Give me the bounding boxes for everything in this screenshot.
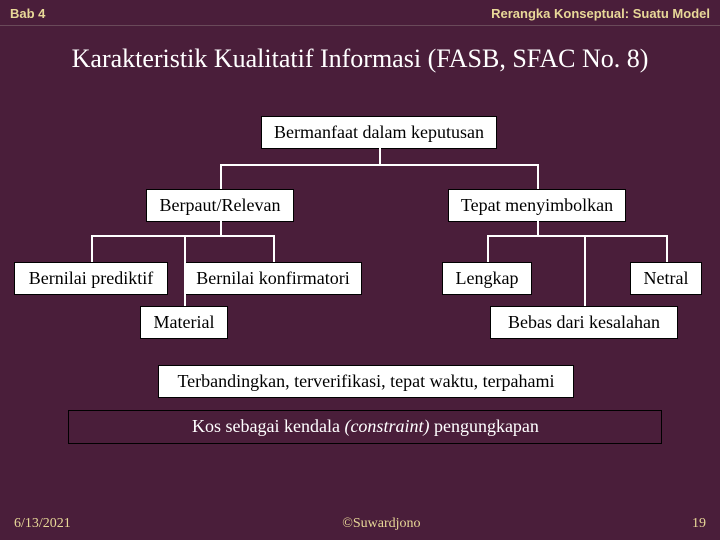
node-root: Bermanfaat dalam keputusan xyxy=(261,116,497,149)
connector-10 xyxy=(487,235,666,237)
node-material: Material xyxy=(140,306,228,339)
node-netral: Netral xyxy=(630,262,702,295)
connector-7 xyxy=(273,235,275,262)
node-terbanding: Terbandingkan, terverifikasi, tepat wakt… xyxy=(158,365,574,398)
constraint-pre: Kos sebagai kendala xyxy=(192,416,344,436)
constraint-italic: (constraint) xyxy=(344,416,429,436)
connector-1 xyxy=(220,164,537,166)
slide-header: Bab 4 Rerangka Konseptual: Suatu Model xyxy=(0,0,720,26)
connector-2 xyxy=(220,164,222,189)
node-prediktif: Bernilai prediktif xyxy=(14,262,168,295)
node-konfirm: Bernilai konfirmatori xyxy=(184,262,362,295)
footer-credit: ©Suwardjono xyxy=(71,516,692,532)
chapter-label: Bab 4 xyxy=(10,6,45,21)
connector-6 xyxy=(91,235,93,262)
node-tepat: Tepat menyimbolkan xyxy=(448,189,626,222)
constraint-post: pengungkapan xyxy=(429,416,538,436)
constraint-text: Kos sebagai kendala (constraint) pengung… xyxy=(192,416,539,437)
connector-5 xyxy=(91,235,273,237)
connector-12 xyxy=(666,235,668,262)
footer-date: 6/13/2021 xyxy=(14,516,71,532)
connector-11 xyxy=(487,235,489,262)
node-lengkap: Lengkap xyxy=(442,262,532,295)
node-relevan: Berpaut/Relevan xyxy=(146,189,294,222)
section-label: Rerangka Konseptual: Suatu Model xyxy=(491,6,710,21)
footer-page: 19 xyxy=(692,516,706,532)
node-bebas: Bebas dari kesalahan xyxy=(490,306,678,339)
connector-8 xyxy=(184,235,186,306)
connector-13 xyxy=(584,235,586,306)
connector-3 xyxy=(537,164,539,189)
slide-footer: 6/13/2021 ©Suwardjono 19 xyxy=(0,516,720,532)
slide-title: Karakteristik Kualitatif Informasi (FASB… xyxy=(0,44,720,74)
